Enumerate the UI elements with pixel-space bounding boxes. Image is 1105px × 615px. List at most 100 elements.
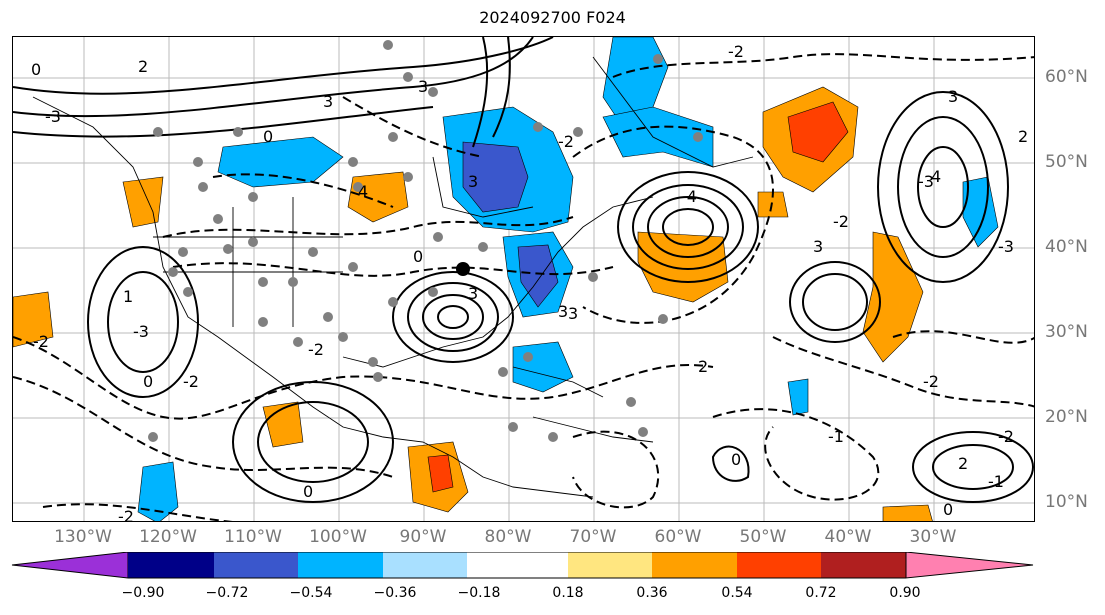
solid-contours — [13, 37, 1034, 503]
contour-label: 2 — [1018, 127, 1028, 146]
colorbar-segment — [737, 552, 821, 578]
dashed-contours — [13, 53, 1034, 521]
colorbar-segment — [467, 552, 568, 578]
latitude-label: 50°N — [1045, 152, 1088, 172]
contour-label: -3 — [998, 237, 1014, 256]
colorbar-extend-low — [11, 552, 129, 579]
contour-label: 0 — [413, 247, 423, 266]
positive-shading — [637, 231, 729, 303]
map-title: 2024092700 F024 — [479, 8, 626, 27]
contour-label: 2 — [958, 454, 968, 473]
colorbar-tick-label: 0.90 — [889, 585, 921, 601]
longitude-label: 130°W — [54, 527, 112, 547]
contour-label: -2 — [183, 372, 199, 391]
contour-label: 3 — [568, 304, 578, 323]
contour-label: -2 — [33, 332, 49, 351]
longitude-label: 100°W — [309, 527, 367, 547]
positive-shading — [262, 401, 304, 448]
contour-label: 0 — [731, 450, 741, 469]
longitude-label: 70°W — [569, 527, 617, 547]
strong-positive-shading — [427, 454, 454, 493]
strong-negative-shading — [517, 244, 559, 308]
strong-negative-shading — [462, 141, 529, 213]
longitude-label: 120°W — [139, 527, 197, 547]
colorbar-tick-label: 0.18 — [552, 585, 584, 601]
negative-shading — [787, 378, 809, 416]
contour-label: -3 — [133, 322, 149, 341]
contour-label: 2 — [138, 57, 148, 76]
latitude-label: 30°N — [1045, 322, 1088, 342]
contour-label: -4 — [681, 187, 697, 206]
contour-label-group: 0 2 3 -2 -3 0 3 3 -2 3 -3 4 -4 3 -3 2 -2… — [31, 42, 1028, 522]
contour-label: -2 — [728, 42, 744, 61]
storm-center-marker — [456, 262, 470, 276]
positive-shading — [862, 231, 924, 363]
contour-label: -3 — [918, 172, 934, 191]
strong-positive-shading — [787, 101, 849, 163]
contour-label: 0 — [143, 372, 153, 391]
longitude-label: 40°W — [824, 527, 872, 547]
negative-shading — [137, 461, 179, 521]
colorbar-segment — [128, 552, 214, 578]
contour-label: 3 — [418, 77, 428, 96]
colorbar-tick-label: −0.72 — [205, 585, 249, 601]
station-dots — [148, 40, 703, 442]
contour-label: 3 — [948, 87, 958, 106]
map-panel: 0 2 3 -2 -3 0 3 3 -2 3 -3 4 -4 3 -3 2 -2… — [12, 36, 1035, 522]
negative-shading — [512, 341, 574, 393]
contour-label: -1 — [988, 472, 1004, 491]
latitude-label: 40°N — [1045, 237, 1088, 257]
longitude-label: 60°W — [654, 527, 702, 547]
contour-label: 0 — [263, 127, 273, 146]
contour-label: 2 — [698, 357, 708, 376]
contour-label: 3 — [813, 237, 823, 256]
contour-label: -3 — [45, 107, 61, 126]
positive-shading — [122, 176, 164, 228]
contour-label: 1 — [123, 287, 133, 306]
contour-label: 3 — [468, 172, 478, 191]
negative-shading — [217, 136, 344, 188]
contour-label: -2 — [308, 340, 324, 359]
contour-label: 3 — [558, 302, 568, 321]
longitude-label: 80°W — [484, 527, 532, 547]
contour-label: -2 — [998, 427, 1014, 446]
colorbar-segment — [652, 552, 737, 578]
positive-shading — [13, 291, 54, 348]
colorbar — [11, 552, 1034, 579]
positive-shading — [757, 191, 789, 218]
colorbar-tick-label: −0.18 — [457, 585, 501, 601]
map-canvas: 0 2 3 -2 -3 0 3 3 -2 3 -3 4 -4 3 -3 2 -2… — [13, 37, 1034, 522]
positive-shading — [347, 171, 409, 223]
contour-label: -2 — [558, 132, 574, 151]
colorbar-segment — [214, 552, 298, 578]
colorbar-segment — [568, 552, 652, 578]
latitude-label: 10°N — [1045, 492, 1088, 512]
colorbar-tick-label: 0.36 — [636, 585, 668, 601]
longitude-label: 50°W — [739, 527, 787, 547]
contour-label: -1 — [828, 427, 844, 446]
colorbar-tick-label: 0.54 — [721, 585, 753, 601]
longitude-label: 90°W — [399, 527, 447, 547]
colorbar-tick-label: 0.72 — [805, 585, 837, 601]
colorbar-segment — [821, 552, 906, 578]
colorbar-extend-high — [905, 552, 1034, 579]
contour-label: 0 — [303, 482, 313, 501]
colorbar-segment — [383, 552, 467, 578]
contour-label: 4 — [358, 182, 368, 201]
contour-label: -2 — [923, 372, 939, 391]
contour-label: 0 — [943, 500, 953, 519]
positive-shading — [882, 504, 933, 521]
contour-label: 3 — [323, 92, 333, 111]
latitude-label: 60°N — [1045, 67, 1088, 87]
longitude-label: 30°W — [909, 527, 957, 547]
contour-label: 3 — [468, 284, 478, 303]
contour-label: 0 — [31, 60, 41, 79]
colorbar-tick-label: −0.90 — [121, 585, 165, 601]
colorbar-tick-label: −0.36 — [373, 585, 417, 601]
colorbar-segment — [298, 552, 383, 578]
contour-label: -2 — [118, 507, 134, 522]
contour-label: -2 — [833, 212, 849, 231]
colorbar-tick-label: −0.54 — [289, 585, 333, 601]
longitude-label: 110°W — [224, 527, 282, 547]
contour-label: 4 — [931, 167, 941, 186]
